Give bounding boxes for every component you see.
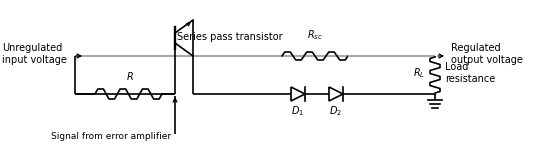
- Text: Regulated
output voltage: Regulated output voltage: [451, 43, 523, 65]
- Text: $D_1$: $D_1$: [292, 104, 305, 118]
- Text: Signal from error amplifier: Signal from error amplifier: [51, 132, 171, 141]
- Text: $R_L$: $R_L$: [413, 66, 425, 80]
- Text: Unregulated
input voltage: Unregulated input voltage: [2, 43, 67, 65]
- Text: Series pass transistor: Series pass transistor: [177, 32, 283, 42]
- Text: $D_2$: $D_2$: [329, 104, 342, 118]
- Text: $R_{sc}$: $R_{sc}$: [307, 28, 323, 42]
- Text: Load
resistance: Load resistance: [445, 62, 495, 84]
- Text: $R$: $R$: [126, 70, 134, 82]
